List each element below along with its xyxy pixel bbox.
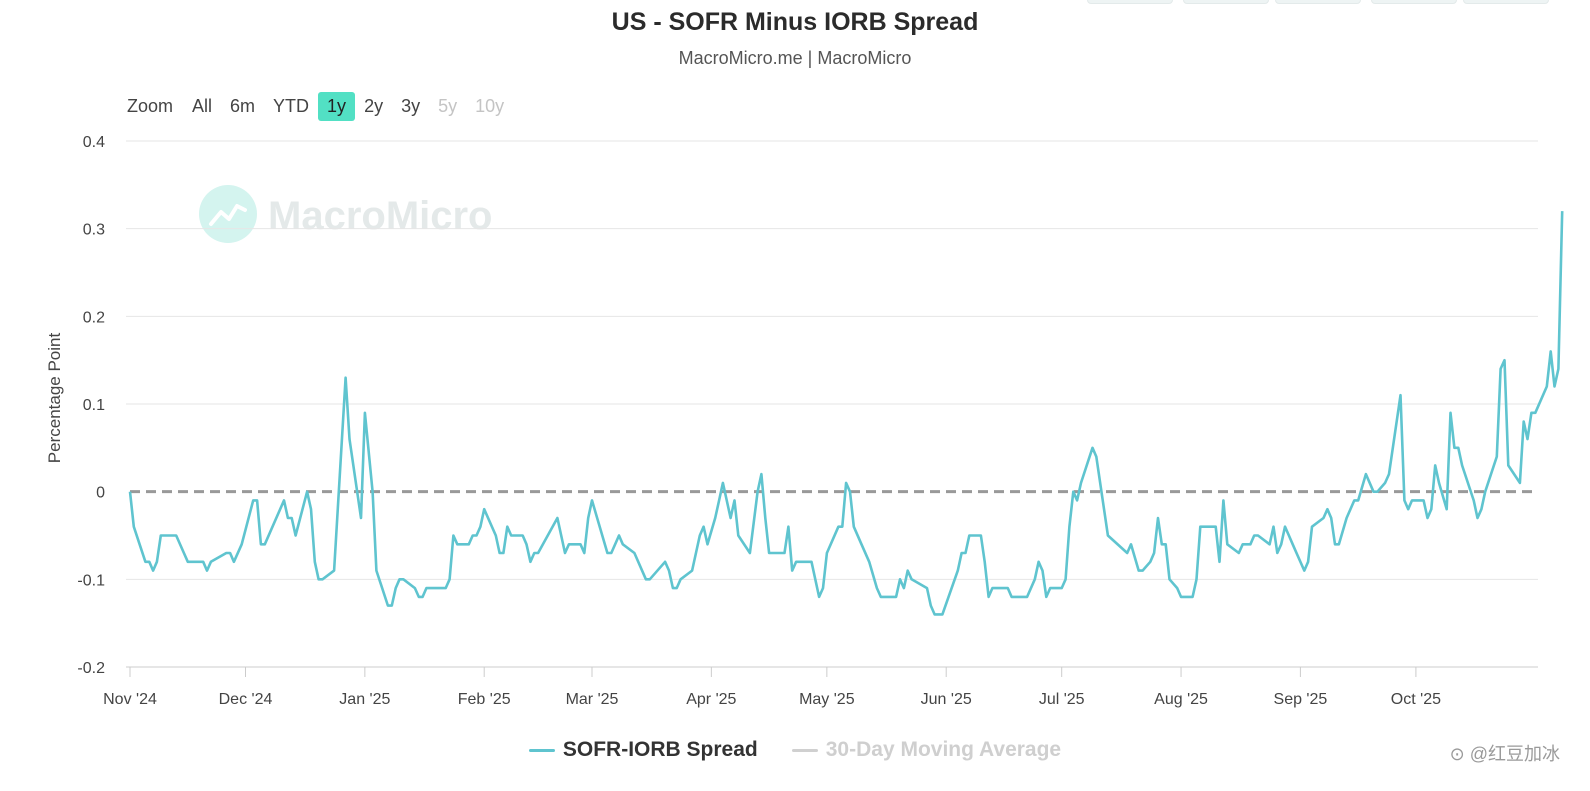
watermark: MacroMicro: [199, 185, 493, 243]
x-tick-label: Sep '25: [1274, 691, 1328, 708]
x-tick-label: Apr '25: [686, 691, 736, 708]
legend-item-sofr-iorb[interactable]: SOFR-IORB Spread: [528, 738, 758, 762]
legend-label-sofr-iorb: SOFR-IORB Spread: [562, 738, 758, 761]
legend: SOFR-IORB Spread 30-Day Moving Average: [0, 738, 1590, 762]
x-tick-label: Aug '25: [1154, 691, 1208, 708]
zoom-button-3y[interactable]: 3y: [401, 95, 421, 116]
watermark-logo-icon: [199, 185, 257, 243]
watermark-trend-icon: [209, 204, 247, 226]
legend-label-moving-average: 30-Day Moving Average: [825, 738, 1062, 761]
zoom-bar: Zoom All 6m YTD 1y 2y 3y 5y 10y: [127, 90, 513, 122]
legend-swatch-moving-average: [791, 748, 818, 752]
y-axis: 0.4 0.3 0.2 0.1 0 -0.1 -0.2: [77, 134, 105, 677]
y-tick-label: -0.2: [77, 660, 105, 677]
y-axis-title: Percentage Point: [45, 333, 64, 464]
x-tick-label: Jul '25: [1039, 691, 1085, 708]
legend-item-moving-average[interactable]: 30-Day Moving Average: [791, 738, 1062, 762]
y-tick-label: 0: [96, 485, 105, 502]
y-tick-label: -0.1: [77, 572, 105, 589]
watermark-text: MacroMicro: [268, 194, 493, 238]
zoom-button-10y: 10y: [475, 95, 505, 116]
zoom-button-1y[interactable]: 1y: [318, 91, 356, 121]
x-tick-label: Mar '25: [566, 691, 619, 708]
legend-swatch-sofr-iorb: [528, 748, 555, 752]
x-tick-label: Nov '24: [103, 691, 157, 708]
y-tick-label: 0.3: [83, 222, 105, 239]
x-tick-label: Dec '24: [219, 691, 273, 708]
series-line-sofr-iorb: [128, 211, 1564, 616]
y-tick-label: 0.4: [83, 134, 105, 151]
grid: [126, 140, 1538, 668]
zoom-button-6m[interactable]: 6m: [230, 95, 256, 116]
chart-title: US - SOFR Minus IORB Spread: [611, 8, 979, 36]
x-axis: Nov '24 Dec '24 Jan '25 Feb '25 Mar '25 Apr '…: [103, 666, 1538, 708]
x-tick-label: Jan '25: [339, 691, 390, 708]
y-tick-label: 0.2: [83, 309, 105, 326]
chart-subtitle: MacroMicro.me | MacroMicro: [678, 48, 912, 68]
corner-watermark: ⊙ @红豆加冰: [1449, 744, 1560, 764]
zoom-label: Zoom: [127, 95, 174, 116]
x-tick-label: Feb '25: [458, 691, 511, 708]
x-tick-label: May '25: [799, 691, 855, 708]
zoom-button-2y[interactable]: 2y: [364, 95, 384, 116]
zoom-button-ytd[interactable]: YTD: [273, 95, 310, 116]
x-tick-label: Jun '25: [921, 691, 972, 708]
zoom-button-all[interactable]: All: [192, 95, 213, 116]
y-tick-label: 0.1: [83, 397, 105, 414]
zoom-button-5y: 5y: [438, 95, 458, 116]
x-tick-label: Oct '25: [1391, 691, 1441, 708]
